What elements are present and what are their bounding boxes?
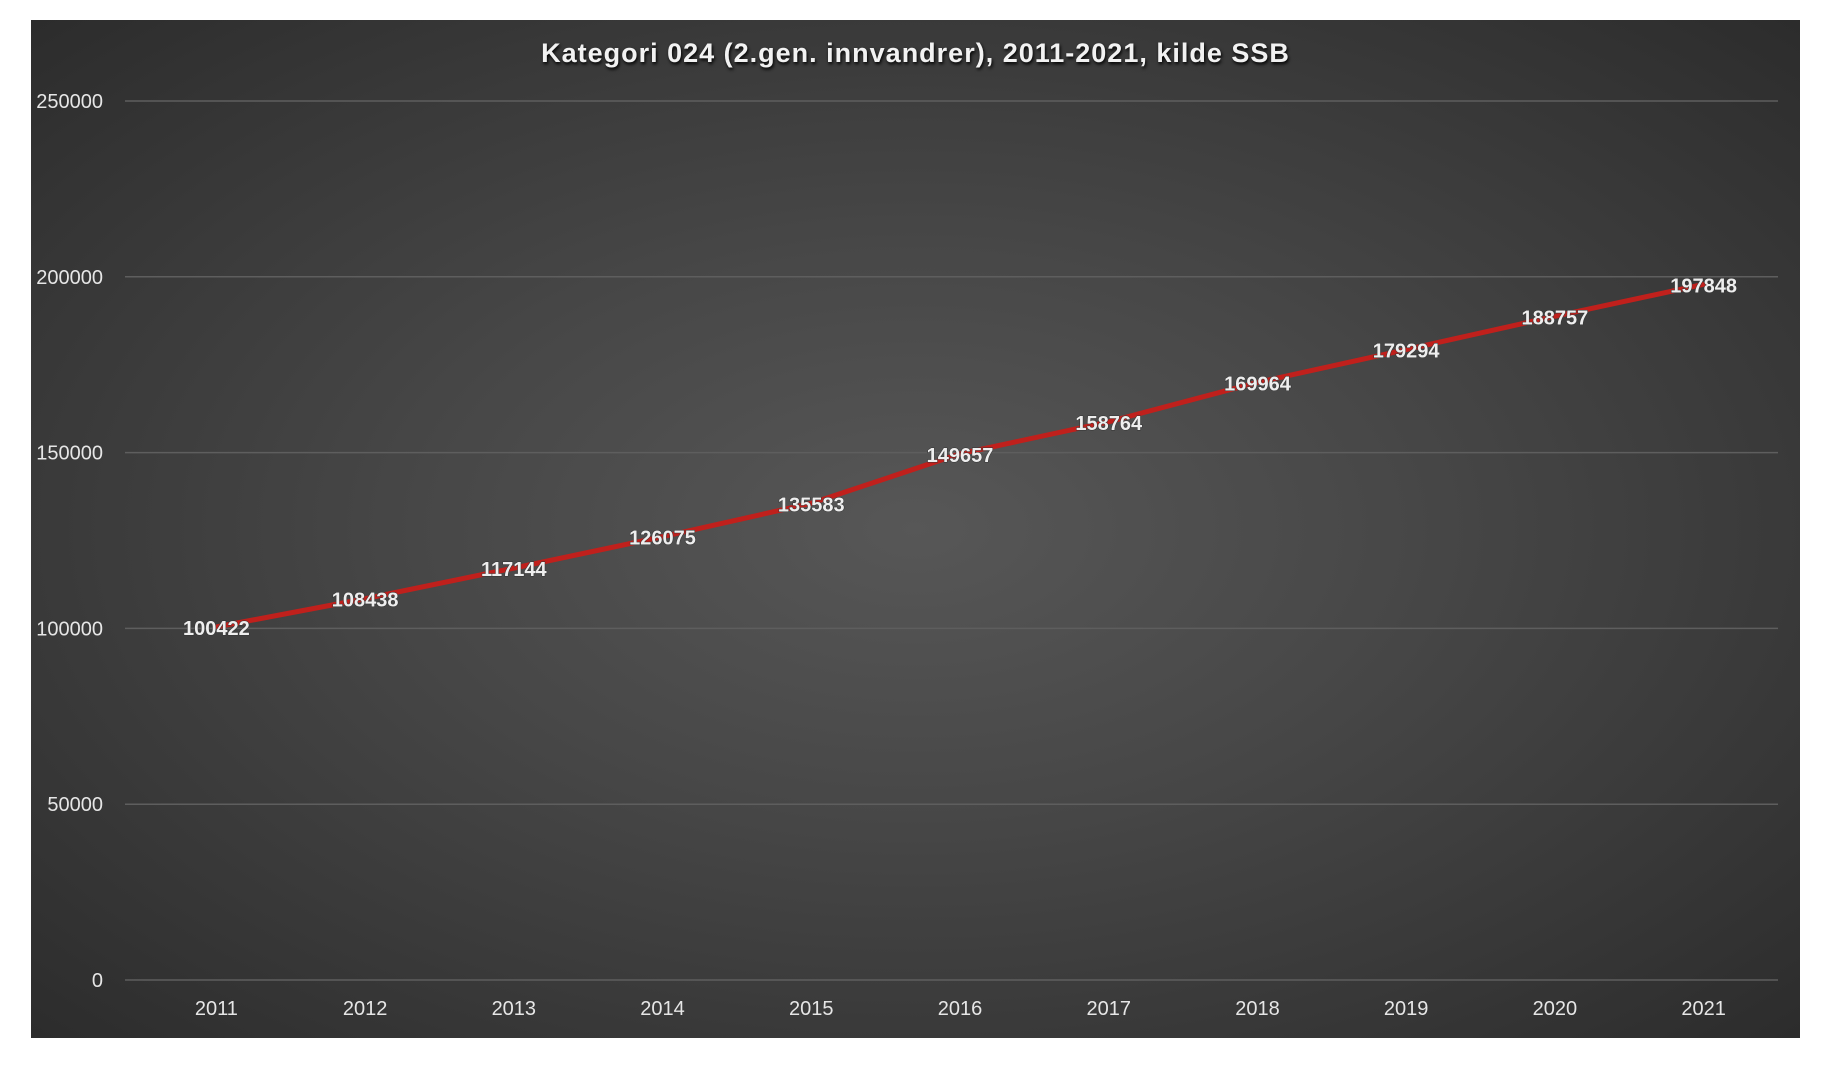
data-point [1255,380,1260,385]
data-point [1106,419,1111,424]
chart-title: Kategori 024 (2.gen. innvandrer), 2011-2… [541,38,1290,68]
x-tick-label: 2017 [1086,998,1131,1020]
data-point [511,566,516,571]
x-tick-label: 2012 [343,998,388,1020]
data-point [1404,347,1409,352]
data-point [958,451,962,456]
y-tick-label: 150000 [36,443,103,465]
data-point [1552,314,1557,319]
y-tick-label: 200000 [36,267,103,289]
data-label: 197848 [1670,275,1737,297]
x-tick-label: 2011 [195,998,238,1020]
x-tick-label: 2020 [1533,998,1578,1020]
data-label: 117144 [481,559,548,581]
x-tick-label: 2021 [1681,998,1726,1020]
data-point [214,624,219,629]
x-tick-label: 2015 [789,998,834,1020]
data-point [363,596,368,601]
data-label: 179294 [1373,341,1441,363]
x-tick-label: 2016 [938,998,983,1020]
data-label: 149657 [927,445,994,467]
data-label: 188757 [1522,307,1589,329]
plot-area: 0 50000 100000 150000 200000 250000 2011 2012 20… [36,91,1778,1020]
x-tick-label: 2014 [640,998,685,1020]
x-tick-label: 2013 [492,998,537,1020]
y-tick-label: 0 [92,970,103,992]
y-tick-label: 100000 [36,618,103,640]
data-label: 126075 [629,528,696,550]
data-label: 158764 [1075,413,1143,435]
data-label: 108438 [332,590,399,612]
y-tick-label: 250000 [36,91,103,113]
y-tick-label: 50000 [47,794,103,816]
data-point [660,534,665,539]
chart-area: Kategori 024 (2.gen. innvandrer), 2011-2… [31,20,1800,1038]
data-label: 100422 [183,618,250,640]
data-point [1701,282,1706,287]
x-tick-label: 2018 [1235,998,1280,1020]
data-point [809,501,814,506]
x-tick-label: 2019 [1384,998,1429,1020]
data-label: 135583 [778,494,845,516]
data-label: 169964 [1224,373,1292,395]
